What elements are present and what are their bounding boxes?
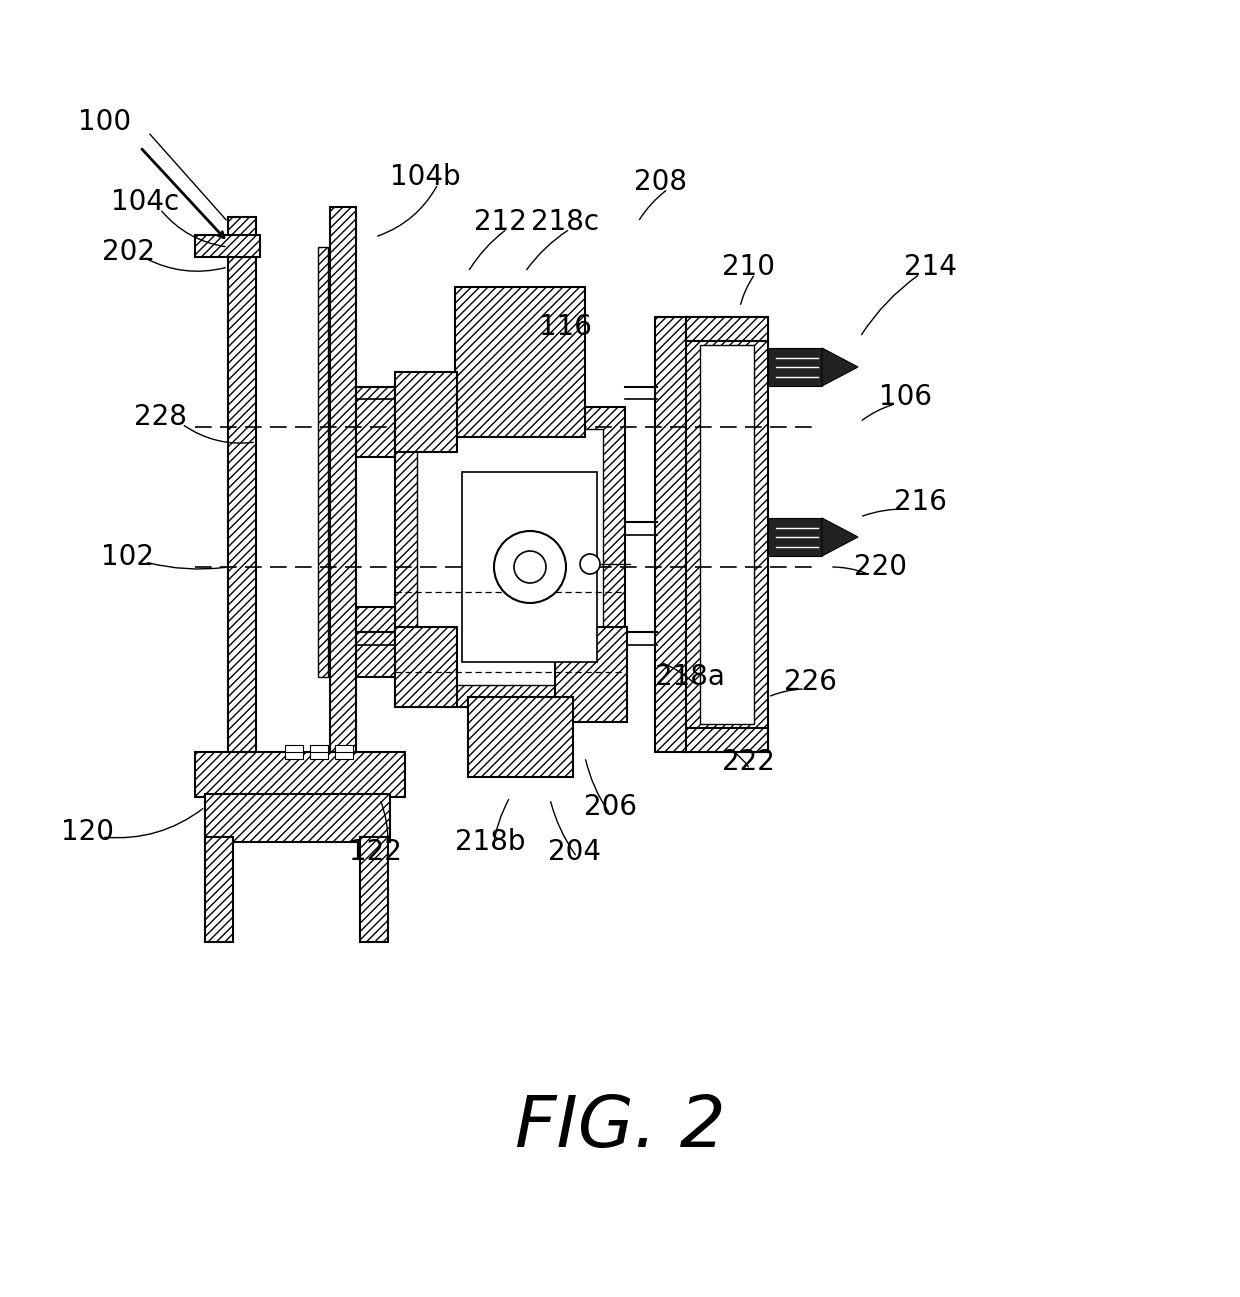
Text: 214: 214 [904, 253, 956, 281]
Text: 222: 222 [722, 748, 775, 776]
Bar [356, 387, 396, 457]
Text: 202: 202 [102, 239, 155, 266]
Text: 228: 228 [134, 403, 186, 431]
Bar [330, 208, 356, 767]
Text: 226: 226 [784, 668, 837, 696]
Polygon shape [822, 348, 858, 387]
Bar [686, 728, 768, 752]
Bar [768, 518, 822, 556]
Text: 218c: 218c [531, 208, 599, 236]
Bar [686, 316, 768, 341]
Text: 122: 122 [348, 838, 402, 866]
Bar [701, 345, 754, 724]
Bar [455, 287, 585, 437]
Bar [205, 794, 391, 842]
Bar [396, 626, 458, 707]
Text: 120: 120 [62, 818, 114, 846]
Bar [195, 235, 260, 257]
Bar [686, 316, 768, 752]
Polygon shape [822, 518, 858, 556]
Bar [360, 837, 388, 942]
Text: 206: 206 [584, 792, 636, 821]
Bar [335, 744, 353, 759]
Bar [467, 696, 573, 777]
Text: FIG. 2: FIG. 2 [515, 1092, 725, 1162]
Bar [463, 472, 596, 661]
Bar [396, 372, 458, 451]
Circle shape [515, 551, 546, 582]
Text: 216: 216 [894, 488, 946, 516]
Bar [417, 429, 603, 685]
Bar [205, 837, 233, 942]
Text: 210: 210 [722, 253, 775, 281]
Bar [556, 626, 627, 722]
Text: 212: 212 [474, 208, 527, 236]
Text: 116: 116 [538, 313, 591, 341]
Text: 218b: 218b [455, 827, 526, 856]
Text: 102: 102 [102, 543, 155, 571]
Bar [310, 744, 329, 759]
Bar [396, 407, 625, 707]
Bar [317, 246, 329, 677]
Bar [285, 744, 303, 759]
Bar [195, 752, 405, 796]
Text: 220: 220 [853, 553, 906, 581]
Bar [655, 316, 687, 752]
Circle shape [580, 554, 600, 575]
Text: 204: 204 [548, 838, 601, 866]
Text: 104c: 104c [110, 188, 179, 217]
Circle shape [494, 530, 565, 603]
Text: 218a: 218a [655, 663, 725, 691]
Bar [228, 217, 255, 777]
Text: 208: 208 [634, 169, 687, 196]
Text: 104b: 104b [389, 163, 460, 191]
Text: 106: 106 [878, 383, 931, 411]
Text: 100: 100 [78, 108, 131, 136]
Bar [768, 348, 822, 387]
Bar [356, 607, 396, 677]
